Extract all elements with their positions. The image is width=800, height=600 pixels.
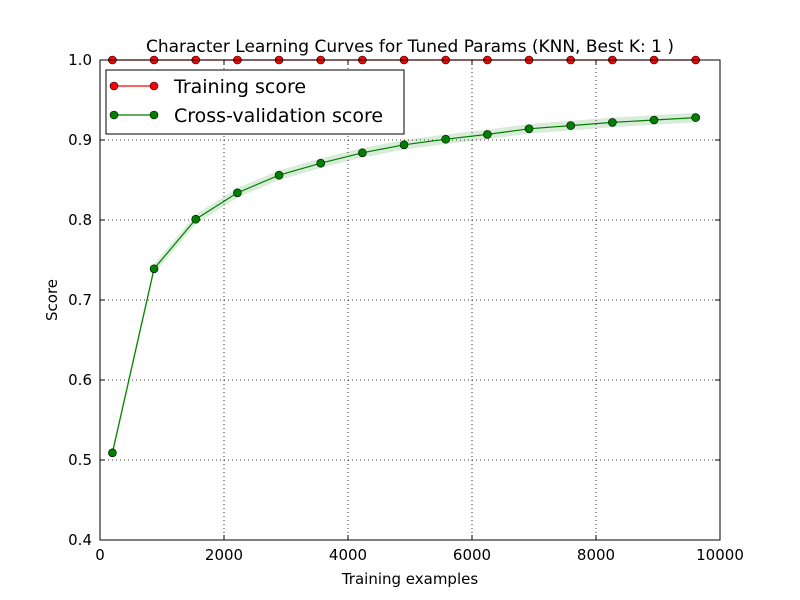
- point-cv: [566, 121, 576, 130]
- legend-marker-cv: [149, 110, 159, 120]
- y-tick-label: 0.5: [68, 451, 92, 469]
- point-cv: [649, 115, 659, 125]
- point-cv: [524, 124, 534, 134]
- y-tick-labels: 0.4 0.5 0.6 0.7 0.8 0.9 1.0: [68, 51, 92, 549]
- x-tick-label: 10000: [696, 546, 744, 564]
- y-tick-label: 0.9: [68, 131, 92, 149]
- point-cv: [108, 448, 117, 458]
- legend-marker-training: [109, 81, 119, 91]
- chart-title: Character Learning Curves for Tuned Para…: [146, 37, 674, 57]
- point-cv: [274, 170, 284, 180]
- x-tick-labels: 0 2000 4000 6000 8000 10000: [95, 546, 744, 564]
- y-tick-label: 0.4: [68, 531, 92, 549]
- point-cv: [233, 188, 242, 198]
- y-tick-label: 0.7: [68, 291, 92, 309]
- x-tick-label: 4000: [329, 546, 367, 564]
- point-cv: [441, 134, 451, 144]
- legend-box: [105, 69, 405, 135]
- point-cv: [316, 158, 326, 168]
- x-tick-label: 8000: [577, 546, 615, 564]
- legend-marker-cv: [109, 110, 119, 120]
- legend: Training score Cross-validation score: [105, 69, 405, 135]
- point-cv: [399, 140, 409, 150]
- x-tick-label: 6000: [453, 546, 491, 564]
- point-cv: [483, 130, 492, 139]
- point-cv: [608, 118, 617, 127]
- point-cv: [149, 264, 159, 274]
- point-cv: [691, 113, 700, 122]
- grid-lines: [100, 60, 720, 540]
- y-tick-label: 1.0: [68, 51, 92, 69]
- point-cv: [191, 214, 201, 224]
- x-tick-label: 2000: [205, 546, 243, 564]
- legend-marker-training: [149, 81, 159, 91]
- y-tick-label: 0.8: [68, 211, 92, 229]
- legend-label-cv: Cross-validation score: [174, 105, 383, 127]
- y-tick-label: 0.6: [68, 371, 92, 389]
- axis-ticks: [99, 59, 721, 541]
- point-cv: [358, 148, 367, 158]
- x-axis-label: Training examples: [341, 570, 479, 588]
- x-tick-label: 0: [95, 546, 105, 564]
- legend-label-training: Training score: [173, 76, 306, 98]
- y-axis-label: Score: [43, 279, 61, 321]
